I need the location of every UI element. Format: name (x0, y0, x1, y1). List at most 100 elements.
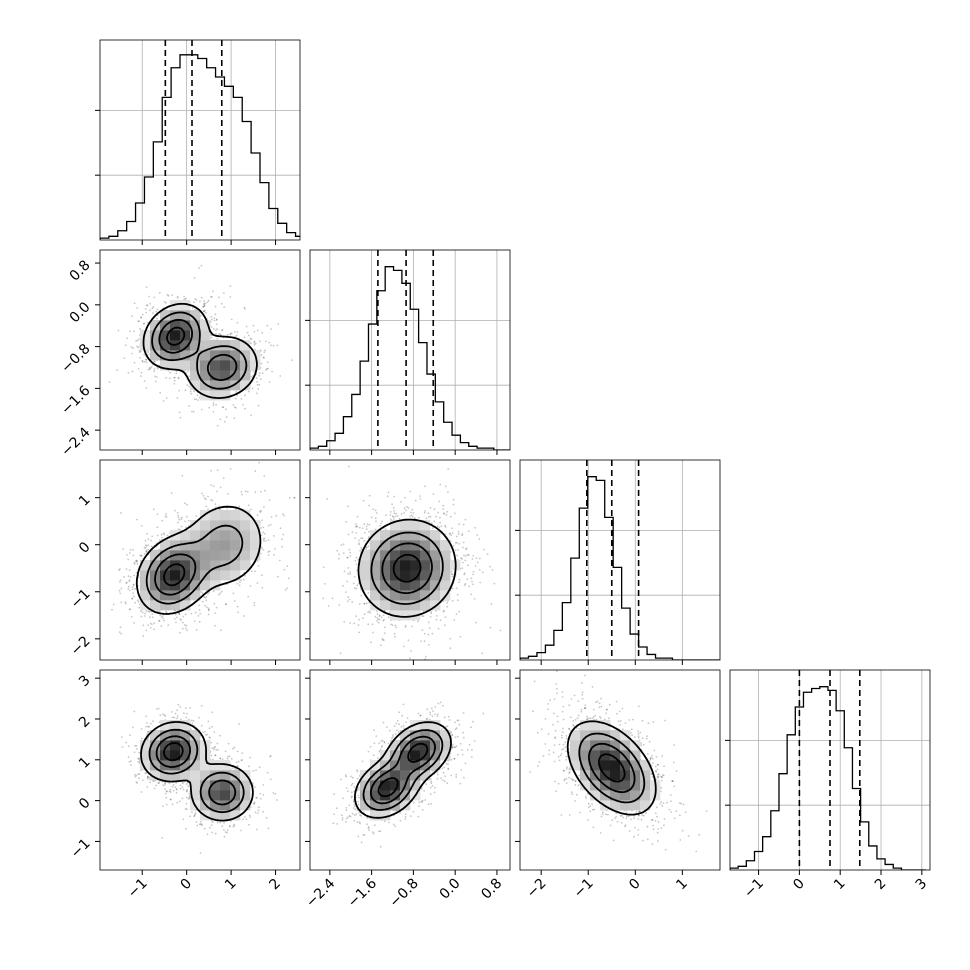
scatter-point (137, 346, 140, 349)
scatter-point (176, 397, 179, 399)
scatter-point (393, 512, 396, 515)
scatter-point (210, 754, 213, 757)
scatter-point (132, 592, 135, 595)
scatter-point (150, 539, 153, 542)
scatter-point (346, 580, 349, 583)
scatter-point (361, 527, 364, 529)
scatter-point (232, 404, 235, 406)
scatter-point (281, 538, 283, 541)
scatter-point (188, 405, 191, 407)
scatter-point (269, 523, 272, 526)
scatter-point (133, 595, 135, 598)
scatter-point (140, 375, 142, 377)
scatter-point (178, 613, 181, 616)
scatter-point (403, 512, 405, 514)
scatter-point (162, 615, 164, 617)
scatter-point (436, 525, 439, 528)
scatter-point (138, 777, 140, 780)
scatter-point (267, 367, 269, 370)
density-cell (190, 330, 201, 341)
scatter-point (147, 351, 150, 354)
scatter-point (182, 621, 184, 624)
scatter-point (486, 553, 489, 555)
scatter-point (463, 554, 465, 557)
scatter-point (219, 486, 222, 489)
scatter-point (451, 573, 454, 576)
scatter-point (207, 720, 210, 723)
scatter-panel-3-0 (121, 703, 278, 854)
scatter-point (465, 548, 467, 551)
scatter-point (172, 789, 175, 792)
scatter-point (443, 609, 445, 612)
density-cell (220, 540, 231, 551)
scatter-point (155, 380, 157, 383)
density-cell (180, 300, 191, 311)
scatter-point (186, 712, 188, 715)
scatter-point (358, 543, 360, 546)
density-cell (210, 390, 221, 401)
density-cell (230, 540, 241, 551)
density-cell (380, 590, 391, 601)
scatter-point (343, 558, 345, 560)
scatter-point (187, 370, 190, 373)
scatter-point (175, 791, 178, 794)
scatter-point (394, 635, 396, 638)
scatter-point (381, 637, 384, 640)
scatter-point (219, 592, 222, 594)
density-cell (210, 380, 221, 391)
scatter-point (131, 597, 134, 600)
scatter-point (210, 820, 213, 822)
scatter-point (382, 614, 385, 617)
scatter-point (427, 621, 430, 624)
scatter-point (129, 576, 132, 578)
scatter-point (127, 756, 130, 758)
scatter-point (153, 368, 156, 370)
scatter-point (184, 613, 187, 616)
scatter-point (357, 624, 360, 626)
scatter-point (183, 624, 186, 626)
scatter-point (174, 786, 177, 788)
scatter-point (216, 328, 218, 330)
scatter-point (207, 613, 210, 616)
scatter-point (443, 512, 445, 514)
scatter-point (425, 517, 428, 519)
density-cell (440, 550, 451, 561)
scatter-point (419, 495, 421, 497)
scatter-point (153, 622, 156, 624)
scatter-point (357, 558, 360, 561)
scatter-point (266, 361, 269, 364)
scatter-point (202, 306, 204, 308)
scatter-point (326, 498, 329, 500)
scatter-point (250, 508, 252, 511)
scatter-point (156, 513, 159, 516)
scatter-point (162, 805, 164, 807)
density-cell (190, 310, 201, 321)
scatter-point (182, 788, 185, 791)
scatter-point (256, 560, 259, 562)
scatter-point (155, 310, 158, 313)
scatter-point (394, 624, 397, 627)
scatter-point (243, 306, 246, 309)
scatter-point (195, 629, 198, 631)
density-cell (160, 540, 171, 551)
scatter-point (238, 505, 241, 508)
scatter-point (131, 370, 134, 373)
scatter-point (260, 354, 263, 356)
density-cell (250, 530, 261, 541)
contour-line (142, 302, 258, 399)
scatter-point (356, 515, 359, 518)
scatter-point (449, 532, 451, 534)
scatter-point (259, 511, 262, 514)
scatter-point (152, 306, 155, 308)
scatter-point (277, 323, 280, 325)
scatter-point (171, 803, 174, 806)
contour-line (166, 326, 186, 346)
density-cell (180, 320, 191, 331)
density-cell (240, 380, 251, 391)
scatter-point (351, 601, 354, 603)
scatter-point (185, 789, 188, 792)
scatter-point (206, 733, 208, 736)
scatter-point (249, 337, 252, 340)
scatter-point (439, 619, 442, 622)
scatter-point (380, 522, 382, 525)
